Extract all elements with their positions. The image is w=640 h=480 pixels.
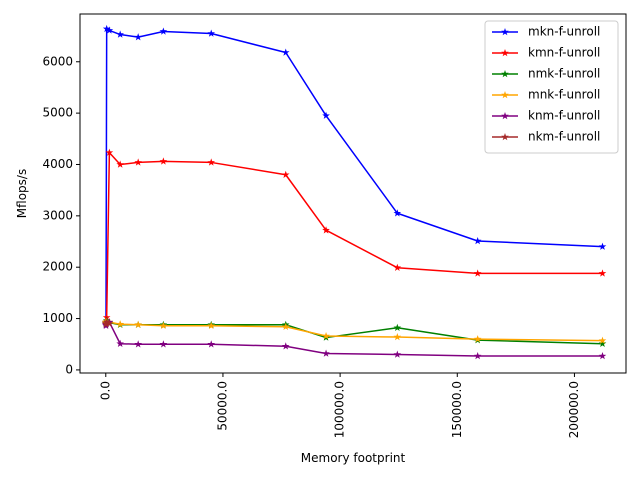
legend-marker <box>501 112 509 120</box>
legend-box <box>484 20 619 154</box>
y-tick-label: 1000 <box>42 311 73 325</box>
plot-frame <box>79 13 627 374</box>
data-point <box>322 226 330 234</box>
legend-label: knm-f-unroll <box>528 109 600 123</box>
data-point <box>134 33 142 41</box>
x-tick-label: 100000.0 <box>333 381 347 438</box>
data-point <box>281 342 290 350</box>
data-point <box>134 320 142 328</box>
legend-item: nkm-f-unroll <box>492 130 600 144</box>
data-point <box>393 333 402 341</box>
data-point <box>207 340 216 348</box>
data-point <box>598 352 607 360</box>
y-tick-label: 3000 <box>42 208 73 222</box>
data-point <box>281 322 290 331</box>
legend-label: kmn-f-unroll <box>528 46 600 60</box>
data-point <box>207 158 216 166</box>
legend-item: mnk-f-unroll <box>492 88 600 102</box>
x-tick-label: 150000.0 <box>450 381 464 438</box>
data-point <box>393 263 402 271</box>
legend-label: nkm-f-unroll <box>528 130 600 144</box>
legend-marker <box>501 70 509 78</box>
data-point <box>105 319 114 327</box>
data-point <box>207 29 216 37</box>
data-point <box>473 335 482 343</box>
x-tick-label: 50000.0 <box>215 381 229 431</box>
legend-item: kmn-f-unroll <box>492 46 600 60</box>
y-tick-label: 0 <box>65 362 73 376</box>
legend-item: knm-f-unroll <box>492 109 600 123</box>
data-point <box>322 332 330 340</box>
legend-item: nmk-f-unroll <box>492 67 600 81</box>
plot-layer <box>102 24 607 360</box>
y-tick-label: 4000 <box>42 157 73 171</box>
data-point <box>322 349 330 357</box>
legend-marker <box>501 49 509 57</box>
data-point <box>322 111 330 119</box>
data-point <box>116 30 124 38</box>
data-point <box>281 48 290 56</box>
data-point <box>598 269 607 277</box>
y-tick-label: 2000 <box>42 260 73 274</box>
data-point <box>102 24 111 33</box>
data-point <box>473 237 482 245</box>
legend-label: mkn-f-unroll <box>528 25 600 39</box>
data-point <box>134 158 142 166</box>
data-point <box>598 339 607 347</box>
series-nkm-f-unroll <box>102 318 114 328</box>
data-point <box>116 339 124 347</box>
data-point <box>393 209 402 217</box>
legend-marker <box>501 133 509 141</box>
data-point <box>134 340 142 348</box>
x-tick-label: 200000.0 <box>567 381 581 438</box>
data-point <box>105 148 114 156</box>
y-tick-label: 6000 <box>42 54 73 68</box>
legend-marker <box>501 91 509 99</box>
data-point <box>598 336 607 344</box>
data-point <box>393 323 402 332</box>
axis-layer: 0.0 50000.0 100000.0 150000.0 200000.0 0 1000 2… <box>42 54 580 438</box>
x-tick-label: 0.0 <box>98 381 112 400</box>
y-axis-label: Mflops/s <box>15 169 29 218</box>
data-point <box>393 350 402 358</box>
legend: mkn-f-unroll kmn-f-unroll nmk-f-unroll mnk-… <box>484 20 619 154</box>
data-point <box>473 269 482 277</box>
data-point <box>159 27 168 35</box>
data-point <box>207 321 216 329</box>
data-point <box>598 242 607 250</box>
data-point <box>159 340 168 348</box>
y-tick-label: 5000 <box>42 106 73 120</box>
x-axis-label: Memory footprint <box>301 451 406 465</box>
data-point <box>116 320 124 328</box>
data-point <box>281 170 290 178</box>
data-point <box>473 352 482 360</box>
data-point <box>159 321 168 329</box>
data-point <box>105 26 114 34</box>
data-point <box>159 157 168 165</box>
legend-label: mnk-f-unroll <box>528 88 600 102</box>
legend-marker <box>501 28 509 36</box>
legend-item: mkn-f-unroll <box>492 25 600 39</box>
data-point <box>116 160 124 168</box>
data-point <box>102 318 111 326</box>
legend-label: nmk-f-unroll <box>528 67 600 81</box>
